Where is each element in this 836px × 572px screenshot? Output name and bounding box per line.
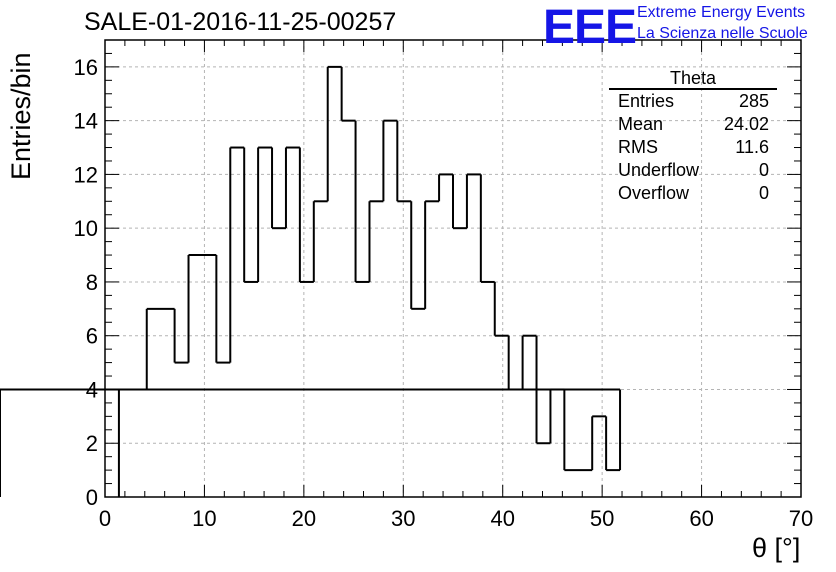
y-tick-label: 12 (74, 162, 98, 187)
x-tick-label: 70 (789, 506, 813, 531)
x-tick-label: 30 (391, 506, 415, 531)
stats-row-rms: RMS 11.6 (609, 136, 777, 159)
stats-row-entries: Entries 285 (609, 90, 777, 113)
stats-label: Overflow (618, 183, 690, 203)
histogram-series (0, 65, 622, 497)
stats-box: Theta Entries 285 Mean 24.02 RMS 11.6 Un… (609, 68, 777, 205)
stats-value: 285 (738, 91, 769, 111)
stats-value: 0 (758, 183, 769, 203)
stats-label: Entries (618, 91, 675, 111)
x-tick-label: 0 (99, 506, 111, 531)
y-axis-label: Entries/bin (6, 52, 36, 180)
stats-value: 11.6 (735, 137, 769, 157)
eee-logo: EEE (543, 1, 637, 54)
stats-row-mean: Mean 24.02 (609, 113, 777, 136)
chart-title: SALE-01-2016-11-25-00257 (84, 8, 397, 36)
stats-row-underflow: Underflow 0 (609, 159, 777, 182)
stats-value: 24.02 (723, 114, 769, 134)
stats-label: Mean (618, 114, 664, 134)
stats-row-overflow: Overflow 0 (609, 182, 777, 205)
y-tick-label: 0 (86, 485, 98, 510)
x-tick-label: 50 (590, 506, 614, 531)
stats-label: RMS (618, 137, 658, 157)
stats-value: 0 (758, 160, 769, 180)
y-tick-label: 4 (86, 377, 98, 402)
x-axis-label: θ [°] (752, 533, 801, 563)
y-tick-label: 6 (86, 324, 98, 349)
y-tick-label: 8 (86, 270, 98, 295)
stats-title: Theta (609, 68, 777, 90)
x-tick-label: 10 (192, 506, 216, 531)
logo-line-1: Extreme Energy Events (637, 4, 806, 21)
stats-label: Underflow (618, 160, 700, 180)
x-tick-label: 20 (292, 506, 316, 531)
y-tick-label: 16 (74, 55, 98, 80)
axes: 0 10 20 30 40 50 60 70 0 2 4 6 8 10 12 14 16 (74, 39, 813, 531)
y-tick-label: 14 (74, 109, 98, 134)
x-tick-label: 60 (689, 506, 713, 531)
y-tick-label: 2 (86, 431, 98, 456)
logo-line-2: La Scienza nelle Scuole (637, 25, 808, 42)
x-tick-label: 40 (490, 506, 514, 531)
y-tick-label: 10 (74, 216, 98, 241)
